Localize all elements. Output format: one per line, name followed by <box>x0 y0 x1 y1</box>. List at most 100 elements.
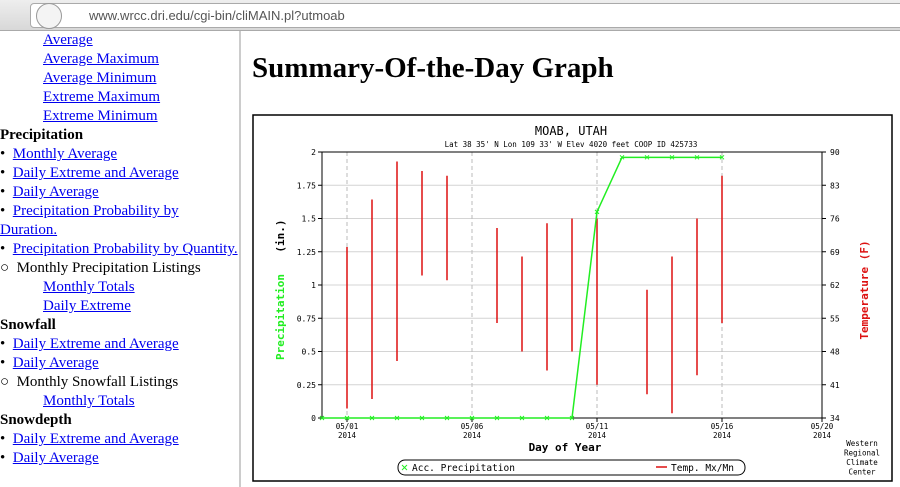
precip-marker <box>319 415 325 421</box>
y2-tick-label: 41 <box>830 381 840 390</box>
sidebar-item: Daily Extreme and Average <box>0 164 238 183</box>
page-heading: Summary-Of-the-Day Graph <box>252 52 614 84</box>
sidebar-item: Monthly Precipitation Listings <box>0 259 238 278</box>
legend-marker <box>401 464 408 471</box>
precip-marker <box>369 415 375 421</box>
nav-link[interactable]: Precipitation Probability by Duration. <box>0 203 179 238</box>
nav-link[interactable]: Extreme Minimum <box>43 108 158 124</box>
x-tick-label-line: 2014 <box>588 431 607 440</box>
x-axis-label: Day of Year <box>529 441 602 454</box>
precip-marker <box>344 415 350 421</box>
precip-marker <box>694 154 700 160</box>
y-tick-label: 0.75 <box>297 314 316 323</box>
sidebar-item: Monthly Snowfall Listings <box>0 373 238 392</box>
nav-link[interactable]: Extreme Maximum <box>43 89 161 105</box>
sidebar-item: Snowdepth <box>0 411 238 430</box>
list-label: Monthly Precipitation Listings <box>16 260 201 276</box>
sidebar: Average Average Maximum Average Minimum Ext… <box>0 31 238 468</box>
legend-box <box>397 459 746 476</box>
url-field[interactable]: www.wrcc.dri.edu/cgi-bin/cliMAIN.pl?utmo… <box>30 3 900 28</box>
precip-marker <box>394 415 400 421</box>
sidebar-item: Precipitation <box>0 126 238 145</box>
y2-tick-label: 62 <box>830 281 840 290</box>
precip-marker <box>444 415 450 421</box>
x-tick-label: 05/20 2014 <box>811 422 834 440</box>
y-axis-label: Precipitation <box>274 274 287 360</box>
back-button[interactable] <box>36 3 62 29</box>
sidebar-item: Average Maximum <box>0 50 238 69</box>
x-tick-label-line: 05/06 <box>461 422 484 431</box>
x-tick-label: 05/11 2014 <box>586 422 609 440</box>
precip-marker <box>619 154 625 160</box>
sidebar-item: Average <box>0 31 238 50</box>
y2-tick-label: 69 <box>830 248 840 257</box>
y-tick-label: 0 <box>311 414 316 423</box>
nav-link[interactable]: Precipitation Probability by Quantity. <box>12 241 238 257</box>
y-tick-label: 0.5 <box>302 348 317 357</box>
sidebar-item: Daily Extreme and Average <box>0 335 238 354</box>
sidebar-item: Daily Extreme and Average <box>0 430 238 449</box>
precip-marker <box>594 209 600 215</box>
nav-link[interactable]: Monthly Totals <box>43 279 135 295</box>
sidebar-item: Monthly Totals <box>0 392 238 411</box>
y2-tick-label: 34 <box>830 414 840 423</box>
section-heading: Snowdepth <box>0 412 72 428</box>
precip-marker <box>669 154 675 160</box>
precip-marker <box>569 415 575 421</box>
sidebar-item: Average Minimum <box>0 69 238 88</box>
x-tick-label: 05/06 2014 <box>461 422 484 440</box>
x-tick-label: 05/01 2014 <box>336 422 359 440</box>
section-heading: Snowfall <box>0 317 56 333</box>
precip-marker <box>719 154 725 160</box>
nav-link[interactable]: Daily Average <box>12 450 99 466</box>
nav-link[interactable]: Average Maximum <box>43 51 159 67</box>
x-tick-label-line: 2014 <box>813 431 832 440</box>
credit: Regional <box>844 449 880 458</box>
sidebar-item: Daily Average <box>0 449 238 468</box>
sidebar-item: Extreme Maximum <box>0 88 238 107</box>
precip-marker <box>469 415 475 421</box>
y-tick-label: 1.25 <box>297 248 316 257</box>
x-tick-label-line: 2014 <box>338 431 357 440</box>
nav-link[interactable]: Daily Extreme and Average <box>12 336 179 352</box>
y2-tick-label: 90 <box>830 148 840 157</box>
sidebar-item: Precipitation Probability by Quantity. <box>0 240 238 259</box>
legend-label: Acc. Precipitation <box>412 463 515 474</box>
list-label: Monthly Snowfall Listings <box>16 374 179 390</box>
nav-link[interactable]: Daily Average <box>12 355 99 371</box>
nav-link[interactable]: Daily Extreme <box>43 298 131 314</box>
nav-link[interactable]: Average Minimum <box>43 70 157 86</box>
chart-subtitle: Lat 38 35' N Lon 109 33' W Elev 4020 fee… <box>445 140 698 149</box>
nav-link[interactable]: Daily Extreme and Average <box>12 165 179 181</box>
x-tick-label: 05/16 2014 <box>711 422 734 440</box>
sidebar-item: Daily Extreme <box>0 297 238 316</box>
sidebar-item: Precipitation Probability by Duration. <box>0 202 238 240</box>
y-tick-label: 1.5 <box>302 215 317 224</box>
url: www.wrcc.dri.edu/cgi-bin/cliMAIN.pl?utmo… <box>89 8 345 23</box>
nav-link[interactable]: Monthly Average <box>12 146 118 162</box>
y-tick-label: 1 <box>311 281 316 290</box>
sidebar-item: Snowfall <box>0 316 238 335</box>
x-tick-label-line: 05/16 <box>711 422 734 431</box>
sidebar-item: Monthly Totals <box>0 278 238 297</box>
x-tick-label-line: 05/11 <box>586 422 609 431</box>
nav-link[interactable]: Daily Extreme and Average <box>12 431 179 447</box>
y2-tick-label: 55 <box>830 314 840 323</box>
nav-link[interactable]: Average <box>43 32 93 48</box>
divider <box>239 31 241 487</box>
y-tick-label: 2 <box>311 148 316 157</box>
credit: Western <box>846 439 878 448</box>
sidebar-item: Extreme Minimum <box>0 107 238 126</box>
nav-link[interactable]: Daily Average <box>12 184 99 200</box>
sidebar-item: Daily Average <box>0 354 238 373</box>
y-tick-label: 0.25 <box>297 381 316 390</box>
y2-tick-label: 76 <box>830 215 840 224</box>
chart-title: MOAB, UTAH <box>535 124 607 138</box>
precip-marker <box>419 415 425 421</box>
nav-link[interactable]: Monthly Totals <box>43 393 135 409</box>
precip-marker <box>644 154 650 160</box>
precip-marker <box>519 415 525 421</box>
x-tick-label-line: 2014 <box>713 431 732 440</box>
